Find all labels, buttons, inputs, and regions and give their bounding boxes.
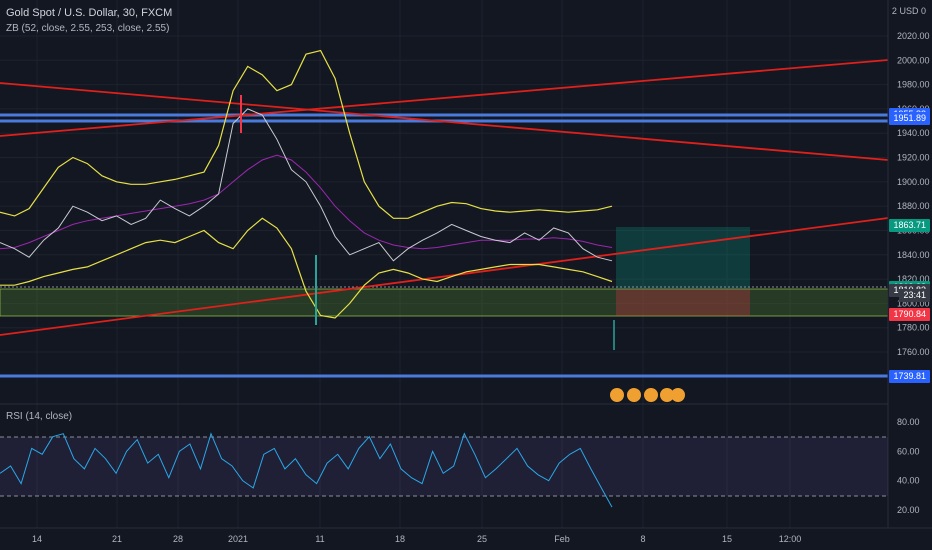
currency-selector[interactable]: 2 USD 0 xyxy=(892,6,926,16)
indicator-label[interactable]: ZB (52, close, 2.55, 253, close, 2.55) xyxy=(6,23,170,34)
time-tick-label: 25 xyxy=(477,534,487,544)
bollinger-upper-outer xyxy=(0,49,613,219)
time-tick-label: 15 xyxy=(722,534,732,544)
price-tick-label: 1760.00 xyxy=(897,347,930,357)
price-tag[interactable]: 1951.89 xyxy=(889,112,930,126)
trendline-falling[interactable] xyxy=(0,82,889,161)
time-tick-label: 8 xyxy=(640,534,645,544)
time-tick-label: 12:00 xyxy=(779,534,802,544)
currency-code: USD xyxy=(899,6,919,16)
price-axis-labels: 1740.001760.001780.001800.001820.001840.… xyxy=(897,31,930,381)
price-tick-label: 1940.00 xyxy=(897,128,930,138)
trendline-rising-bottom[interactable] xyxy=(0,217,889,336)
time-tick-label: 11 xyxy=(315,534,324,544)
vertical-gridlines xyxy=(36,0,791,528)
event-flag-icon[interactable] xyxy=(671,388,685,402)
price-tick-label: 2020.00 xyxy=(897,31,930,41)
rsi-tick-label: 80.00 xyxy=(897,417,920,427)
rsi-tick-label: 60.00 xyxy=(897,446,920,456)
position-target-zone[interactable] xyxy=(616,227,750,289)
trendline-rising-top[interactable] xyxy=(0,59,889,137)
chart-title[interactable]: Gold Spot / U.S. Dollar, 30, FXCM xyxy=(6,7,173,19)
event-flag-icon[interactable] xyxy=(660,388,674,402)
price-tag[interactable]: 23:41 xyxy=(899,288,930,302)
price-tag[interactable]: 1739.81 xyxy=(889,370,930,384)
price-tag[interactable]: 1790.84 xyxy=(889,308,930,322)
time-tick-label: 18 xyxy=(395,534,405,544)
currency-count: 2 xyxy=(891,6,897,16)
price-tick-label: 1840.00 xyxy=(897,250,930,260)
economic-events-icons[interactable] xyxy=(610,388,685,402)
event-flag-icon[interactable] xyxy=(644,388,658,402)
time-tick-label: 2021 xyxy=(228,534,248,544)
rsi-series xyxy=(0,432,613,508)
rsi-tick-label: 40.00 xyxy=(897,476,920,486)
position-stop-zone[interactable] xyxy=(616,289,750,316)
rsi-band-fill xyxy=(0,437,888,496)
time-axis-labels: 14 21 28 2021 11 18 25 Feb 8 15 12:00 xyxy=(32,534,801,544)
time-tick-label: 14 xyxy=(32,534,42,544)
price-tick-label: 1900.00 xyxy=(897,177,930,187)
price-tick-label: 1920.00 xyxy=(897,153,930,163)
rsi-axis-labels: 20.00 40.00 60.00 80.00 xyxy=(897,417,920,515)
time-tick-label: Feb xyxy=(554,534,570,544)
bollinger-basis xyxy=(0,154,613,250)
time-tick-label: 28 xyxy=(173,534,183,544)
price-tick-label: 1820.00 xyxy=(897,274,930,284)
price-tag[interactable]: 1863.71 xyxy=(889,219,930,233)
price-tick-label: 2000.00 xyxy=(897,55,930,65)
price-tick-label: 1800.00 xyxy=(897,298,930,308)
horizontal-gridlines xyxy=(0,35,888,377)
price-series xyxy=(0,108,613,262)
currency-zero: 0 xyxy=(920,6,926,16)
price-tick-label: 1780.00 xyxy=(897,323,930,333)
price-tick-label: 1980.00 xyxy=(897,80,930,90)
event-flag-icon[interactable] xyxy=(627,388,641,402)
price-tick-label: 1880.00 xyxy=(897,201,930,211)
bollinger-lower-outer xyxy=(0,217,613,319)
rsi-tick-label: 20.00 xyxy=(897,505,920,515)
demand-zone[interactable] xyxy=(0,288,889,317)
time-tick-label: 21 xyxy=(112,534,122,544)
rsi-indicator-label[interactable]: RSI (14, close) xyxy=(6,411,73,422)
event-flag-icon[interactable] xyxy=(610,388,624,402)
